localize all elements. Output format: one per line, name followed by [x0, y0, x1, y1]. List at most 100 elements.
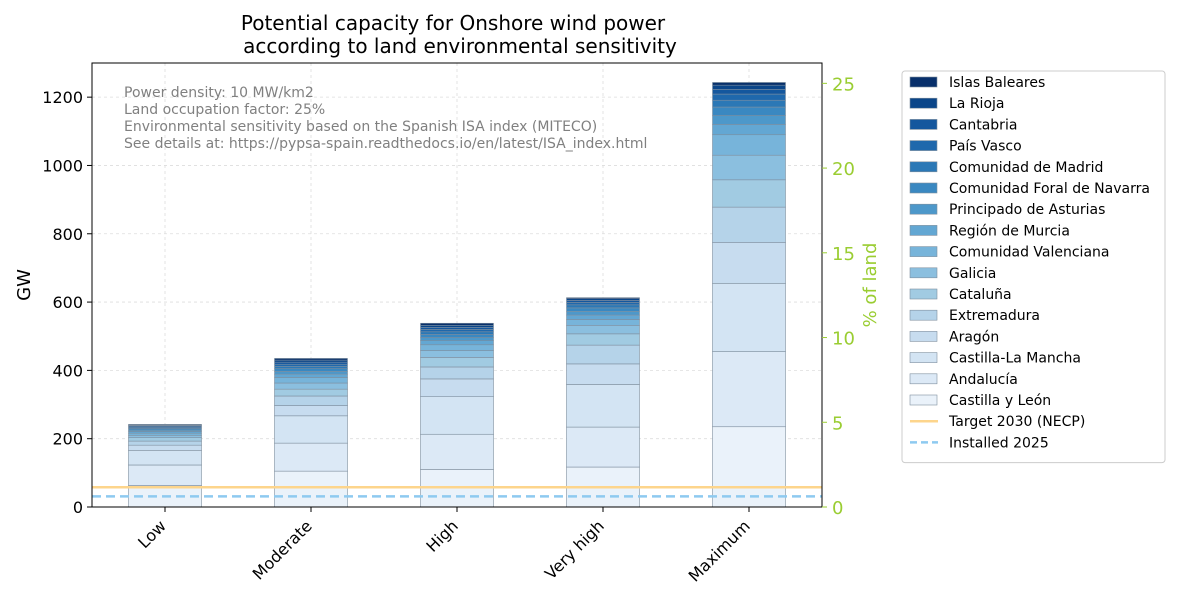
annotation-line: See details at: https://pypsa-spain.read…: [124, 136, 647, 152]
legend-swatch: [909, 288, 938, 300]
legend-swatch: [909, 225, 938, 236]
bar-segment: [420, 322, 494, 326]
legend-swatch: [909, 352, 938, 363]
chart-title-line2: according to land environmental sensitiv…: [243, 34, 677, 58]
bar-segment: [566, 363, 640, 385]
bar-segment: [712, 206, 786, 243]
bar-segment: [274, 363, 348, 367]
bar-segment: [420, 366, 494, 380]
reference-lines: [92, 485, 822, 498]
bar-segment: [128, 432, 202, 436]
legend-label: La Rioja: [949, 96, 1004, 112]
bar-segment: [566, 300, 640, 303]
bar-segment: [712, 426, 786, 508]
legend-label: Cantabria: [949, 117, 1017, 133]
bar-segment: [566, 325, 640, 335]
bar-segment: [420, 340, 494, 346]
bar-segment: [274, 395, 348, 406]
legend-label: Comunidad Valenciana: [949, 245, 1109, 261]
bar-segment: [566, 333, 640, 346]
chart-title-line1: Potential capacity for Onshore wind powe…: [241, 11, 666, 35]
bar-segment: [274, 361, 348, 365]
legend-swatch: [909, 97, 938, 109]
x-tick-label: Low: [134, 516, 170, 552]
legend-swatch: [909, 394, 938, 406]
bar-segment: [420, 350, 494, 358]
bar-segment: [274, 470, 348, 508]
y2-tick-label: 15: [832, 244, 855, 265]
bar-segment: [566, 319, 640, 326]
bar-segment: [712, 115, 786, 125]
y-tick-label: 0: [73, 498, 83, 517]
x-tick-label: High: [422, 516, 461, 555]
x-axis: Low Moderate High Very high Maximum: [134, 507, 754, 586]
legend-swatch: [909, 309, 938, 321]
bar-segment: [566, 310, 640, 316]
y2-tick-label: 25: [832, 74, 855, 95]
bar-segment: [420, 433, 494, 470]
y2-tick-label: 20: [832, 159, 855, 180]
bar-segment: [420, 344, 494, 351]
bar-segment: [712, 242, 786, 284]
y-tick-label: 600: [52, 293, 83, 312]
legend: Islas Baleares La Rioja Cantabria País Vasc…: [901, 70, 1166, 464]
bar-segment: [128, 450, 202, 466]
legend-swatch: [909, 267, 938, 279]
legend-label: Castilla y León: [949, 393, 1051, 409]
y-axis-left: 0 200 400 600 800 1000 1200: [42, 88, 92, 517]
legend-label: Aragón: [949, 329, 999, 345]
bar-segment: [274, 388, 348, 397]
bar-segment: [420, 327, 494, 330]
annotation-line: Land occupation factor: 25%: [124, 102, 325, 118]
bar-segment: [128, 464, 202, 486]
bar-segment: [128, 444, 202, 451]
bar-segment: [128, 434, 202, 438]
legend-label: Región de Murcia: [949, 223, 1070, 239]
bar-segment: [566, 304, 640, 309]
y-axis-right: 0 5 10 15 20 25: [822, 74, 855, 519]
legend-swatch: [909, 373, 938, 385]
legend-label: Cataluña: [949, 287, 1012, 303]
legend-swatch: [909, 140, 938, 151]
bar-segment: [566, 426, 640, 468]
bar-segment: [420, 331, 494, 335]
bar-segment: [128, 440, 202, 446]
legend-label: Installed 2025: [949, 435, 1049, 451]
y-tick-label: 200: [52, 430, 83, 449]
legend-label: Andalucía: [949, 372, 1018, 388]
annotation-line: Environmental sensitivity based on the S…: [124, 119, 597, 135]
bar-segment: [128, 424, 202, 426]
x-tick-label: Maximum: [685, 516, 754, 585]
legend-label: Castilla-La Mancha: [949, 351, 1081, 367]
legend-label: Comunidad de Madrid: [949, 160, 1103, 176]
bar-segment: [274, 368, 348, 372]
bar-segment: [712, 88, 786, 95]
bar-segment: [274, 359, 348, 363]
y2-tick-label: 0: [832, 498, 843, 519]
bar-segment: [420, 337, 494, 341]
bars: [128, 82, 786, 508]
bar-segment: [566, 314, 640, 320]
bar-segment: [128, 437, 202, 442]
legend-swatch: [909, 119, 938, 130]
y-axis-label: GW: [14, 269, 35, 301]
legend-swatch: [909, 182, 938, 194]
bar-segment: [712, 124, 786, 136]
y-tick-label: 1000: [42, 156, 83, 175]
legend-swatch: [909, 76, 938, 88]
bar-segment: [712, 134, 786, 156]
bar-segment: [712, 179, 786, 208]
bar-segment: [566, 384, 640, 428]
legend-box: [901, 70, 1166, 464]
y2-tick-label: 5: [832, 413, 843, 434]
bar-segment: [712, 106, 786, 116]
bar-segment: [274, 415, 348, 444]
legend-label: Principado de Asturias: [949, 202, 1105, 218]
bar-segment: [274, 405, 348, 417]
legend-label: Comunidad Foral de Navarra: [949, 181, 1150, 197]
legend-label: País Vasco: [949, 139, 1022, 155]
y-tick-label: 1200: [42, 88, 83, 107]
grid: [92, 63, 822, 508]
bar-segment: [420, 396, 494, 435]
